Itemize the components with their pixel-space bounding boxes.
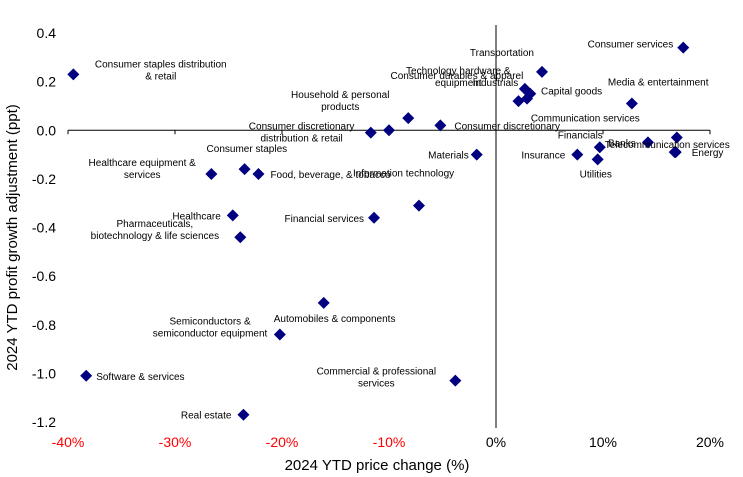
- point-label: Consumer durables & apparel: [390, 71, 523, 82]
- data-point: [412, 199, 425, 212]
- data-point: [80, 369, 93, 382]
- data-point: [368, 211, 381, 224]
- data-point: [238, 163, 251, 176]
- data-point: [364, 126, 377, 139]
- data-point: [237, 408, 250, 421]
- point-label: Capital goods: [541, 87, 602, 98]
- y-tick-label: -0.2: [32, 171, 56, 187]
- point-labels: Consumer services Consumer staples distri…: [89, 40, 730, 422]
- point-label: Consumer staples distribution: [95, 59, 227, 70]
- data-point: [593, 141, 606, 154]
- data-point: [67, 68, 80, 81]
- point-label: Telecommunication services: [605, 140, 730, 151]
- y-tick-label: -1.0: [32, 365, 56, 381]
- point-label: Financial services: [285, 214, 364, 225]
- data-point: [273, 328, 286, 341]
- point-label: Transportation: [470, 48, 534, 59]
- data-point: [252, 168, 265, 181]
- point-label: distribution & retail: [260, 134, 342, 145]
- y-axis-title: 2024 YTD profit growth adjustment (ppt): [4, 104, 21, 371]
- point-label: Industrials: [473, 78, 519, 89]
- point-label: Financials: [558, 130, 603, 141]
- data-point: [669, 146, 682, 159]
- point-label: Consumer discretionary: [454, 121, 560, 132]
- data-point: [670, 131, 683, 144]
- data-point: [571, 148, 584, 161]
- point-label: Healthcare equipment &: [89, 158, 197, 169]
- point-label: Consumer discretionary: [249, 122, 355, 133]
- x-tick-labels: -40% -30% -20% -10% 0% 10% 20%: [52, 434, 724, 450]
- y-tick-labels: 0.4 0.2 0.0 -0.2 -0.4 -0.6 -0.8 -1.0 -1.2: [32, 25, 56, 430]
- x-tick-label: -20%: [266, 434, 299, 450]
- point-label: products: [321, 102, 359, 113]
- x-tick-label: 0%: [486, 434, 506, 450]
- point-label: Software & services: [96, 372, 184, 383]
- data-point: [449, 374, 462, 387]
- point-label: Utilities: [580, 169, 612, 180]
- data-point: [434, 119, 447, 132]
- x-tick-label: -30%: [159, 434, 192, 450]
- point-label: & retail: [145, 71, 176, 82]
- point-label: semiconductor equipment: [153, 328, 268, 339]
- data-point: [205, 168, 218, 181]
- data-point: [625, 97, 638, 110]
- point-label: Pharmaceuticals,: [117, 219, 194, 230]
- point-label: Consumer staples: [207, 144, 288, 155]
- y-tick-label: 0.4: [37, 25, 57, 41]
- x-axis-title: 2024 YTD price change (%): [285, 457, 470, 474]
- point-label: Automobiles & components: [274, 314, 396, 325]
- data-point: [677, 41, 690, 54]
- point-label: Household & personal: [291, 90, 389, 101]
- data-point: [470, 148, 483, 161]
- point-label: Food, beverage, & tobacco: [270, 170, 391, 181]
- point-label: Materials: [428, 151, 469, 162]
- point-label: services: [124, 170, 161, 181]
- point-label: Commercial & professional: [317, 367, 437, 378]
- data-point: [402, 112, 415, 125]
- x-tick-label: 10%: [589, 434, 617, 450]
- data-point: [317, 296, 330, 309]
- point-label: Consumer services: [588, 40, 674, 51]
- point-label: Information technology: [353, 169, 454, 180]
- data-point: [512, 95, 525, 108]
- y-tick-label: 0.2: [37, 74, 57, 90]
- y-tick-label: 0.0: [37, 122, 57, 138]
- point-label: Real estate: [181, 411, 232, 422]
- data-point: [234, 231, 247, 244]
- point-label: Media & entertainment: [608, 78, 709, 89]
- data-point: [521, 92, 534, 105]
- data-point: [641, 136, 654, 149]
- y-tick-label: -0.6: [32, 268, 56, 284]
- point-label: biotechnology & life sciences: [91, 231, 219, 242]
- point-label: Communication services: [531, 114, 640, 125]
- point-label: Semiconductors &: [169, 316, 250, 327]
- y-tick-label: -0.8: [32, 317, 56, 333]
- x-tick-label: -10%: [373, 434, 406, 450]
- x-tick-label: -40%: [52, 434, 85, 450]
- point-label: Energy: [692, 148, 724, 159]
- data-point: [226, 209, 239, 222]
- x-tick-label: 20%: [696, 434, 724, 450]
- data-point: [536, 65, 549, 78]
- point-label: equipment: [435, 78, 482, 89]
- point-label: services: [358, 379, 395, 390]
- data-point: [383, 124, 395, 137]
- point-label: Banks: [608, 138, 636, 149]
- point-label: Technology hardware &: [406, 66, 511, 77]
- y-tick-label: -0.4: [32, 220, 56, 236]
- data-point: [591, 153, 604, 166]
- point-label: Insurance: [521, 151, 565, 162]
- data-points: [67, 41, 690, 421]
- y-tick-label: -1.2: [32, 414, 56, 430]
- point-label: Healthcare: [172, 211, 221, 222]
